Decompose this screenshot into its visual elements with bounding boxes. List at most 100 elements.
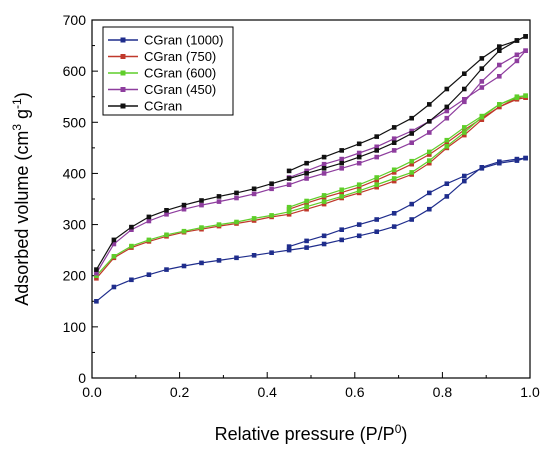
adsorption-line bbox=[95, 97, 526, 279]
data-point bbox=[427, 190, 432, 196]
y-tick-label: 300 bbox=[63, 217, 87, 233]
data-point bbox=[234, 255, 239, 261]
data-point bbox=[497, 48, 502, 53]
data-point bbox=[286, 182, 292, 187]
data-point bbox=[129, 227, 134, 232]
x-tick-label: 0.4 bbox=[257, 384, 277, 400]
data-point bbox=[479, 56, 485, 61]
data-point bbox=[111, 284, 117, 290]
data-point bbox=[462, 178, 467, 184]
data-point bbox=[409, 217, 414, 222]
data-point bbox=[391, 224, 397, 229]
data-point bbox=[216, 199, 222, 204]
plot-frame bbox=[91, 19, 531, 379]
data-point bbox=[216, 194, 222, 199]
data-point bbox=[181, 206, 187, 212]
data-point bbox=[391, 125, 397, 130]
data-point bbox=[514, 38, 520, 43]
data-point bbox=[462, 99, 467, 105]
series-4 bbox=[94, 34, 528, 272]
data-point bbox=[146, 272, 152, 277]
data-point bbox=[497, 104, 502, 110]
data-point bbox=[356, 233, 362, 239]
data-point bbox=[374, 148, 379, 153]
data-point bbox=[321, 241, 327, 247]
data-point bbox=[286, 209, 292, 215]
data-point bbox=[444, 194, 450, 199]
data-point bbox=[356, 141, 362, 147]
data-point bbox=[497, 62, 502, 68]
data-point bbox=[514, 158, 520, 163]
data-point bbox=[339, 160, 344, 166]
data-point bbox=[321, 171, 327, 176]
data-point bbox=[339, 156, 344, 162]
data-point bbox=[444, 144, 450, 149]
adsorption-line bbox=[96, 157, 526, 302]
data-point bbox=[164, 267, 169, 272]
data-point bbox=[444, 104, 450, 110]
x-axis-title-main: Relative pressure (P/P bbox=[215, 424, 395, 444]
data-point bbox=[199, 225, 204, 230]
data-point bbox=[374, 229, 379, 234]
data-point bbox=[497, 160, 502, 166]
data-point bbox=[304, 204, 309, 209]
data-point bbox=[374, 134, 379, 139]
y-tick-label: 100 bbox=[63, 319, 87, 335]
data-point bbox=[409, 115, 414, 121]
data-point bbox=[286, 212, 292, 217]
desorption-line bbox=[288, 97, 526, 210]
data-point bbox=[409, 201, 414, 207]
data-point bbox=[427, 158, 432, 163]
data-point bbox=[356, 182, 362, 187]
data-point bbox=[444, 140, 450, 145]
data-point bbox=[146, 237, 152, 243]
data-point bbox=[234, 219, 239, 225]
data-point bbox=[391, 170, 397, 175]
data-point bbox=[129, 224, 134, 230]
data-point bbox=[251, 191, 257, 197]
data-point bbox=[286, 244, 292, 249]
data-point bbox=[462, 71, 467, 76]
data-point bbox=[427, 130, 432, 135]
data-point bbox=[94, 267, 99, 272]
data-point bbox=[462, 97, 467, 102]
data-point bbox=[523, 48, 528, 53]
data-point bbox=[181, 202, 187, 208]
y-axis-title-tail: ) bbox=[12, 92, 32, 98]
data-point bbox=[111, 254, 117, 259]
data-point bbox=[269, 181, 274, 186]
data-point bbox=[514, 94, 520, 99]
data-point bbox=[523, 34, 528, 39]
data-point bbox=[409, 140, 414, 145]
series-2 bbox=[94, 93, 528, 278]
data-point bbox=[181, 228, 187, 234]
data-point bbox=[409, 158, 414, 164]
data-point bbox=[129, 243, 134, 249]
data-point bbox=[304, 171, 309, 176]
data-point bbox=[427, 160, 432, 166]
data-point bbox=[304, 160, 309, 166]
data-point bbox=[234, 195, 239, 201]
data-point bbox=[374, 177, 379, 183]
data-point bbox=[374, 144, 379, 150]
data-point bbox=[391, 211, 397, 216]
data-point bbox=[444, 137, 450, 143]
data-point bbox=[391, 136, 397, 141]
data-point bbox=[356, 150, 362, 156]
data-point bbox=[94, 270, 99, 276]
data-point bbox=[269, 186, 274, 192]
data-point bbox=[444, 108, 450, 114]
legend-swatch-marker bbox=[120, 54, 126, 59]
data-point bbox=[514, 52, 520, 58]
data-point bbox=[286, 168, 292, 174]
legend-label: CGran bbox=[144, 99, 182, 114]
adsorption-line bbox=[95, 50, 526, 274]
data-point bbox=[356, 222, 362, 227]
y-tick-label: 700 bbox=[63, 12, 87, 28]
data-point bbox=[497, 44, 502, 49]
data-point bbox=[374, 184, 379, 190]
y-axis-title-superscript-2: -1 bbox=[10, 98, 24, 109]
data-point bbox=[304, 206, 309, 212]
data-point bbox=[444, 86, 450, 92]
desorption-line bbox=[288, 35, 526, 172]
